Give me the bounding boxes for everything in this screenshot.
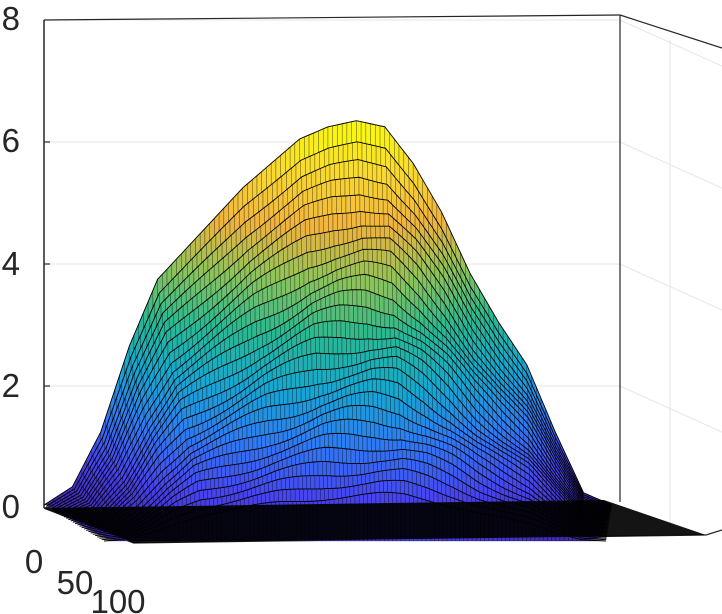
z-tick-label-8: 8 — [2, 0, 20, 37]
surface-slice-line — [83, 378, 609, 530]
y-tick-label-100: 100 — [90, 583, 145, 614]
surface-slice-line — [70, 304, 610, 522]
z-tick-label-6: 6 — [2, 122, 20, 159]
z-grid-line-side — [619, 141, 722, 189]
y-tick-label-0: 0 — [25, 543, 43, 580]
floor-plane — [44, 500, 706, 543]
surface-slice-line — [88, 404, 608, 533]
surface-slice-line — [86, 391, 608, 531]
surface-slice-line — [95, 446, 607, 537]
box-top-edge — [43, 14, 621, 21]
surface-slice-line — [74, 336, 609, 525]
tick-labels: 8 6 4 2 0 0 50 100 — [2, 0, 146, 614]
surface-plot — [43, 120, 613, 542]
surface-slice-line — [90, 418, 608, 534]
surface-slice-line — [79, 355, 609, 527]
surface-slice-line — [63, 260, 611, 518]
surface-slice-line — [81, 367, 609, 529]
z-grid-line-side — [619, 19, 722, 67]
surface-slice-line — [43, 120, 613, 506]
surface-slice-line — [61, 248, 611, 517]
y-tick-label-50: 50 — [57, 564, 94, 601]
surface-slice-line — [59, 237, 611, 515]
z-tick-label-0: 0 — [2, 488, 20, 525]
x-axis-line-end — [705, 529, 722, 536]
surface-slice-line — [57, 225, 611, 514]
z-tick-label-4: 4 — [2, 245, 20, 282]
surface-slice-line — [66, 273, 610, 519]
z-grid-line-side — [619, 263, 722, 311]
surface-slice-line — [68, 289, 610, 521]
surface-slice-line — [72, 320, 610, 523]
z-grid-line-side — [619, 385, 722, 433]
surface-slice-line — [77, 346, 609, 526]
surface-slice-line — [52, 194, 612, 511]
surface-slice-line — [92, 432, 608, 535]
surface-slice-line — [54, 210, 612, 513]
z-tick-label-2: 2 — [2, 367, 20, 404]
surface-slice-line — [48, 159, 612, 509]
surface-slice-line — [45, 141, 612, 507]
surface-floor — [44, 500, 706, 543]
surface-slice-line — [50, 176, 612, 510]
box-top-side-edge — [619, 14, 722, 49]
